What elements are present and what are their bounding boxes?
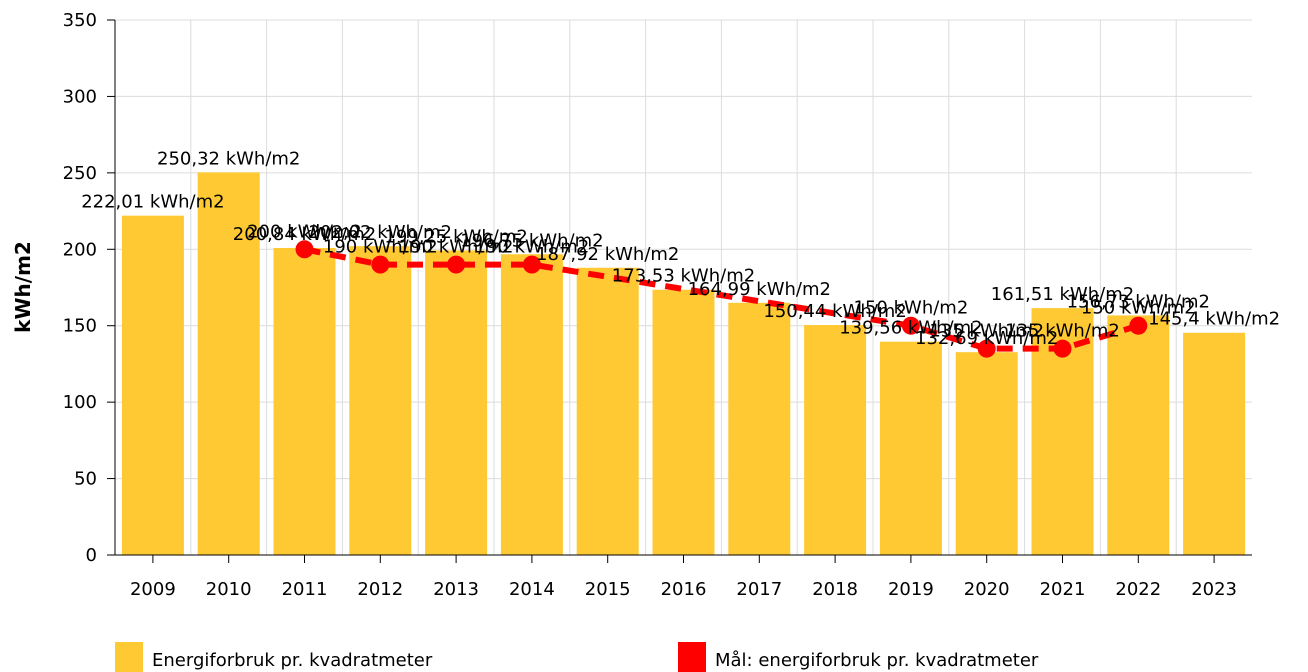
bar xyxy=(425,250,488,556)
y-tick-label: 300 xyxy=(63,86,97,107)
x-tick-label: 2017 xyxy=(736,579,782,600)
data-label: 135 kWh/m2 xyxy=(929,321,1044,342)
x-tick-label: 2012 xyxy=(357,579,403,600)
data-label: 132,69 kWh/m2 xyxy=(915,328,1058,349)
data-label: 196,75 kWh/m2 xyxy=(460,230,603,251)
data-label: 250,32 kWh/m2 xyxy=(157,148,300,169)
x-tick-label: 2011 xyxy=(282,579,328,600)
y-tick-label: 250 xyxy=(63,163,97,184)
target-point xyxy=(977,339,996,358)
bar xyxy=(728,302,791,555)
legend-label: Mål: energiforbruk pr. kvadratmeter xyxy=(715,650,1039,671)
target-point xyxy=(1129,316,1148,335)
legend-swatch xyxy=(115,642,143,672)
x-tick-label: 2020 xyxy=(964,579,1010,600)
data-label: 150 kWh/m2 xyxy=(854,298,969,319)
x-tick-label: 2014 xyxy=(509,579,555,600)
y-tick-label: 200 xyxy=(63,239,97,260)
target-point xyxy=(901,316,920,335)
bar xyxy=(349,246,412,555)
data-label: 187,92 kWh/m2 xyxy=(536,244,679,265)
bar xyxy=(1183,332,1246,555)
x-tick-label: 2009 xyxy=(130,579,176,600)
y-tick-label: 50 xyxy=(74,469,97,490)
y-tick-label: 100 xyxy=(63,392,97,413)
legend-label: Energiforbruk pr. kvadratmeter xyxy=(152,650,433,671)
x-tick-label: 2010 xyxy=(206,579,252,600)
bar xyxy=(500,254,563,555)
data-label: 199,25 kWh/m2 xyxy=(384,226,527,247)
target-point xyxy=(522,255,541,274)
data-label: 156,73 kWh/m2 xyxy=(1067,291,1210,312)
y-axis-label: kWh/m2 xyxy=(11,241,35,333)
data-label: 150,44 kWh/m2 xyxy=(763,301,906,322)
data-label: 145,4 kWh/m2 xyxy=(1148,309,1280,330)
bar xyxy=(273,248,336,555)
x-tick-label: 2018 xyxy=(812,579,858,600)
data-label: 173,53 kWh/m2 xyxy=(612,266,755,287)
legend-swatch xyxy=(678,642,706,672)
bar xyxy=(652,289,715,555)
data-label: 161,51 kWh/m2 xyxy=(991,284,1134,305)
target-point xyxy=(1053,339,1072,358)
data-label: 164,99 kWh/m2 xyxy=(688,279,831,300)
data-label: 190 kWh/m2 xyxy=(475,237,590,258)
bar xyxy=(955,352,1018,555)
target-point xyxy=(371,255,390,274)
x-tick-label: 2021 xyxy=(1040,579,1086,600)
x-tick-label: 2013 xyxy=(433,579,479,600)
data-label: 200 kWh/m2 xyxy=(247,221,362,242)
y-tick-label: 150 xyxy=(63,316,97,337)
data-label: 190 kWh/m2 xyxy=(399,237,514,258)
x-tick-label: 2016 xyxy=(661,579,707,600)
data-label: 139,56 kWh/m2 xyxy=(839,318,982,339)
bar xyxy=(197,172,260,556)
data-label: 202,02 kWh/m2 xyxy=(309,222,452,243)
bar xyxy=(121,215,184,556)
data-label: 190 kWh/m2 xyxy=(323,237,438,258)
bar xyxy=(804,325,867,555)
data-label: 150 kWh/m2 xyxy=(1081,298,1196,319)
x-tick-label: 2019 xyxy=(888,579,934,600)
data-label: 135 kWh/m2 xyxy=(1005,321,1120,342)
x-tick-label: 2015 xyxy=(585,579,631,600)
data-label: 200,84 kWh/m2 xyxy=(233,224,376,245)
y-tick-label: 0 xyxy=(86,545,97,566)
x-tick-label: 2022 xyxy=(1115,579,1161,600)
x-tick-label: 2023 xyxy=(1191,579,1237,600)
target-line xyxy=(303,246,1140,352)
bar xyxy=(879,341,942,555)
bar xyxy=(1107,315,1170,555)
y-tick-label: 350 xyxy=(63,10,97,31)
data-label: 222,01 kWh/m2 xyxy=(81,192,224,213)
target-point xyxy=(447,255,466,274)
target-point xyxy=(295,240,314,259)
bar xyxy=(576,267,639,555)
